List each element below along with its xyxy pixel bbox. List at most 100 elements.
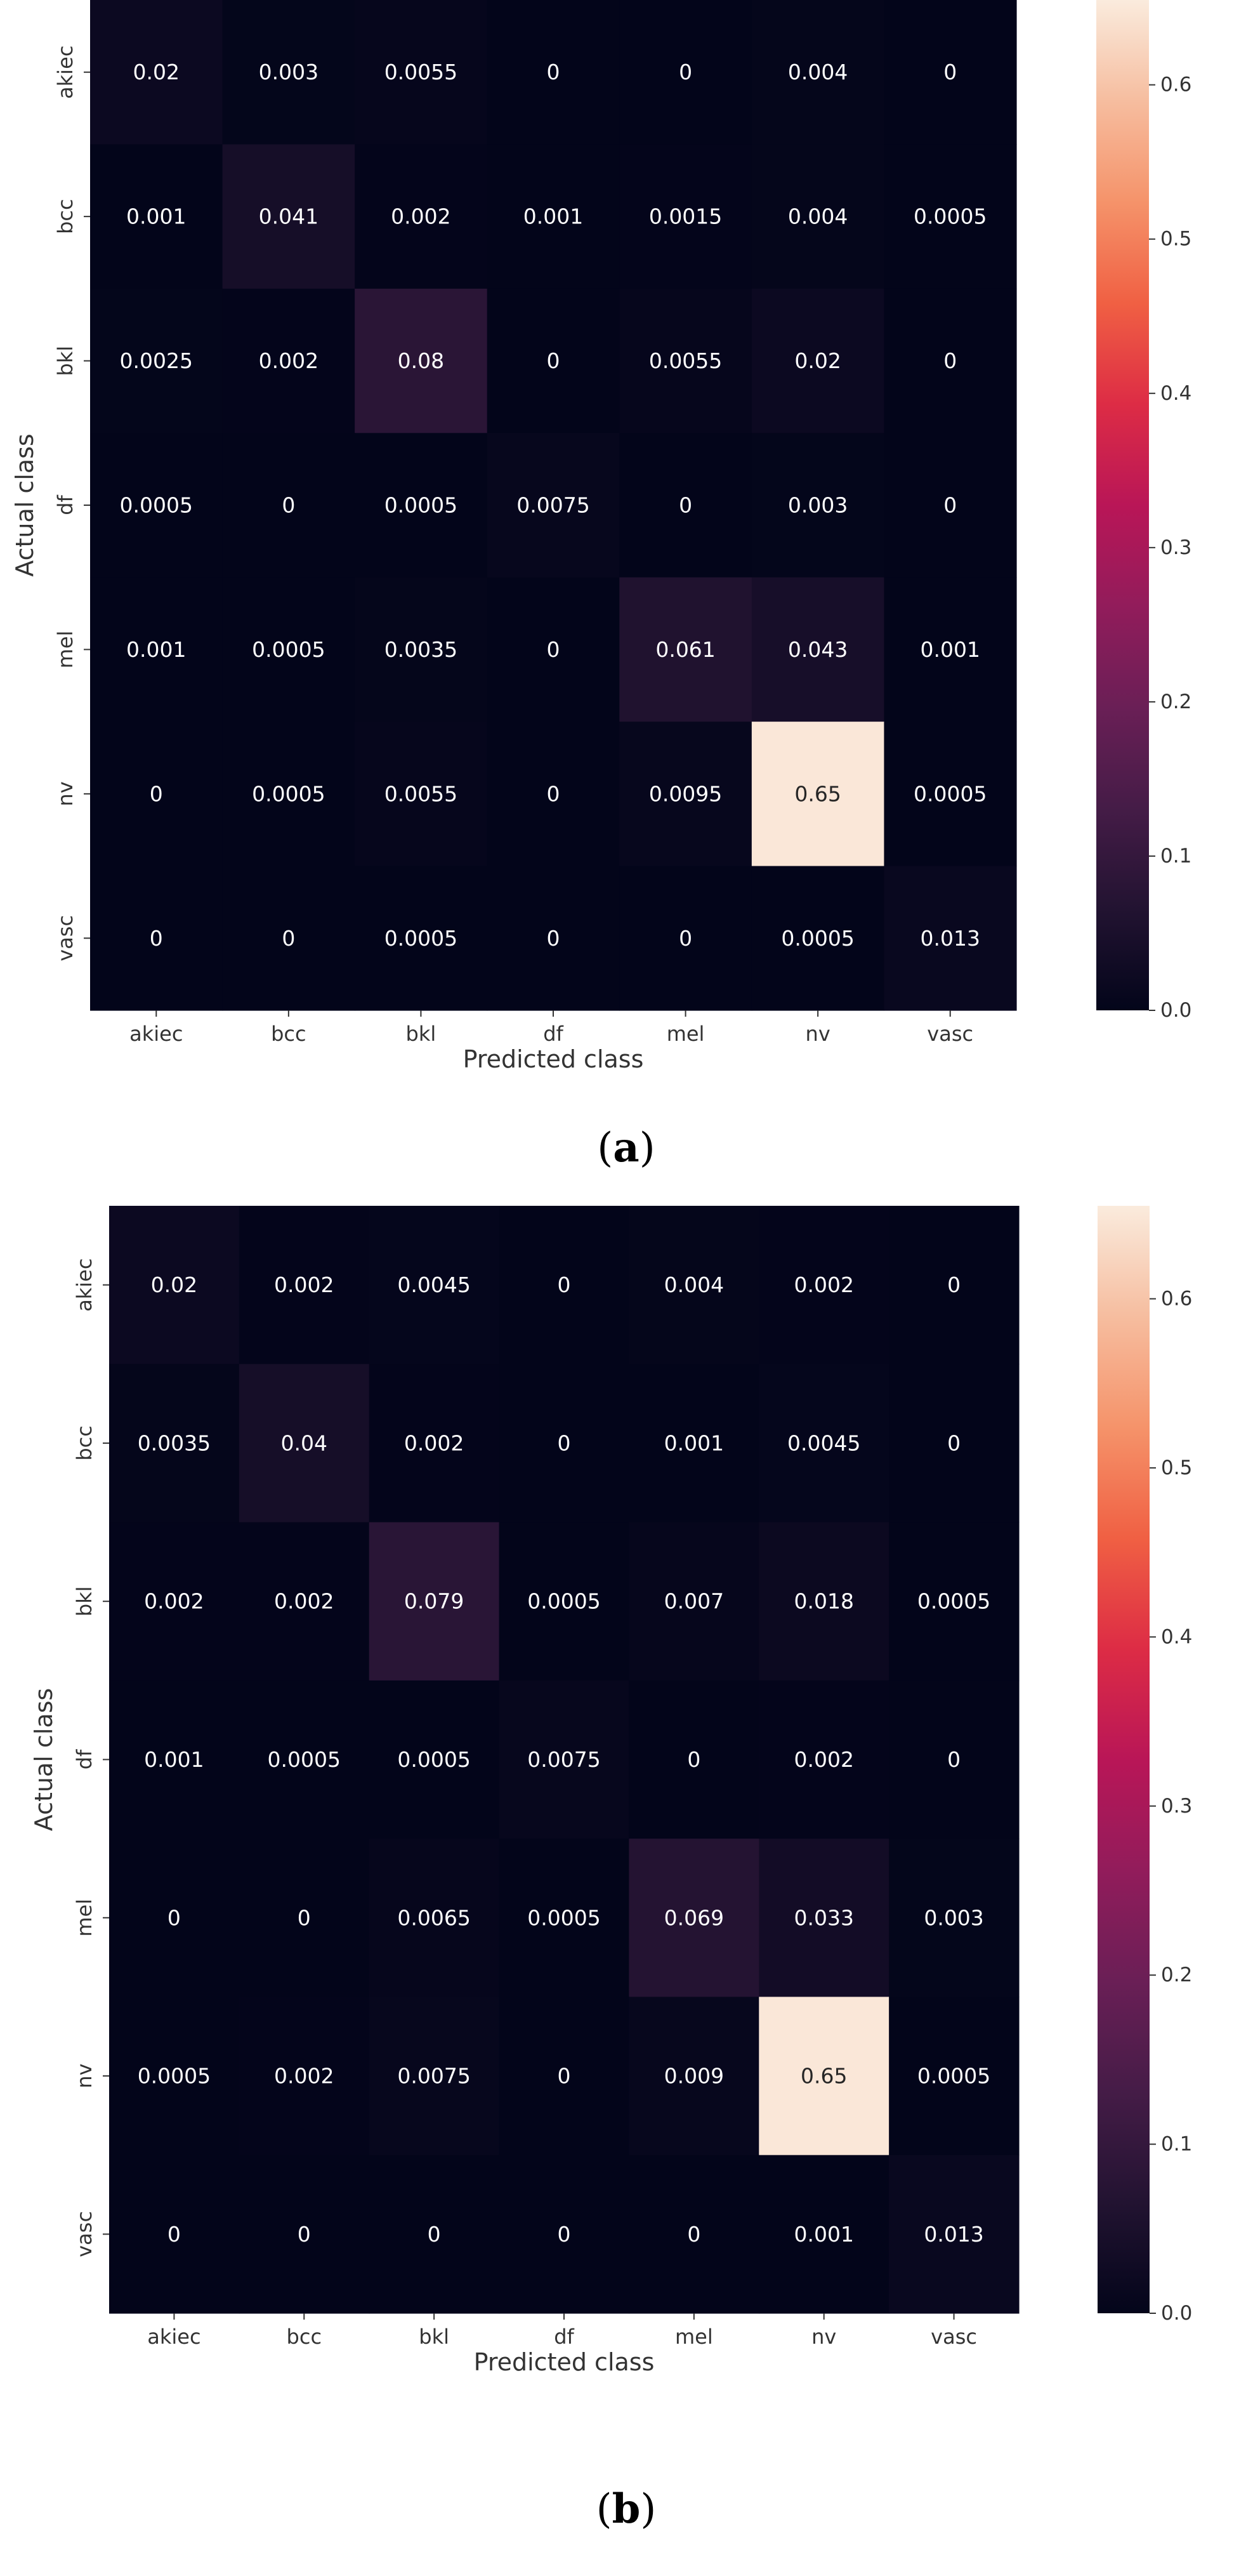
heatmap-cell bbox=[90, 288, 223, 433]
cell-value-label: 0 bbox=[150, 926, 163, 951]
cell-value-label: 0.001 bbox=[794, 2222, 853, 2247]
heatmap-cell bbox=[487, 433, 620, 578]
cell-value-label: 0.0005 bbox=[120, 493, 193, 518]
x-tick-label: vasc bbox=[931, 2325, 977, 2349]
cell-value-label: 0.0025 bbox=[120, 348, 193, 373]
heatmap-cell bbox=[759, 2155, 889, 2314]
heatmap-cell bbox=[884, 433, 1017, 578]
heatmap-cell bbox=[619, 866, 752, 1011]
cell-value-label: 0.001 bbox=[144, 1747, 204, 1772]
heatmap-cell bbox=[629, 1839, 759, 1998]
cell-value-label: 0.0075 bbox=[397, 2064, 470, 2089]
heatmap-cell bbox=[629, 2155, 759, 2314]
y-tick-label: vasc bbox=[72, 2211, 96, 2257]
heatmap-cell bbox=[751, 0, 885, 145]
heatmap-cell bbox=[619, 288, 752, 433]
cell-value-label: 0.002 bbox=[259, 348, 318, 373]
x-tick-label: mel bbox=[675, 2325, 713, 2349]
cell-value-label: 0.0005 bbox=[384, 926, 457, 951]
heatmap-cell bbox=[222, 577, 355, 722]
heatmap-cell bbox=[499, 1206, 630, 1364]
cell-value-label: 0.004 bbox=[788, 60, 848, 84]
y-tick-label: bkl bbox=[53, 346, 77, 376]
x-tick-label: bcc bbox=[287, 2325, 322, 2349]
cell-value-label: 0 bbox=[167, 2222, 181, 2247]
cell-value-label: 0.0045 bbox=[787, 1430, 860, 1455]
heatmap-cell bbox=[751, 722, 885, 867]
cell-value-label: 0.0005 bbox=[252, 781, 325, 806]
cell-value-label: 0 bbox=[679, 926, 692, 951]
cell-value-label: 0.002 bbox=[274, 1589, 334, 1614]
cell-value-label: 0.003 bbox=[788, 493, 848, 518]
heatmap-cell bbox=[222, 433, 355, 578]
cell-value-label: 0 bbox=[558, 1430, 571, 1455]
colorbar bbox=[1096, 0, 1149, 1010]
cell-value-label: 0.009 bbox=[664, 2064, 724, 2089]
heatmap-cell bbox=[239, 1522, 370, 1681]
cell-value-label: 0.0005 bbox=[397, 1747, 470, 1772]
heatmap-cell bbox=[487, 866, 620, 1011]
heatmap-cell bbox=[889, 2155, 1020, 2314]
heatmap-cell bbox=[629, 1997, 759, 2156]
cell-value-label: 0 bbox=[558, 2222, 571, 2247]
cell-value-label: 0.0005 bbox=[138, 2064, 211, 2089]
heatmap-cell bbox=[90, 0, 223, 145]
heatmap-cell bbox=[499, 1997, 630, 2156]
heatmap-cell bbox=[355, 0, 488, 145]
heatmap-cell bbox=[751, 866, 885, 1011]
heatmap-cell bbox=[369, 1839, 500, 1998]
heatmap-cell bbox=[759, 1680, 889, 1839]
cell-value-label: 0.061 bbox=[655, 637, 715, 662]
cell-value-label: 0.02 bbox=[794, 348, 841, 373]
colorbar-tick-label: 0.1 bbox=[1160, 845, 1191, 868]
cell-value-label: 0.013 bbox=[920, 926, 980, 951]
heatmap-cell bbox=[239, 1839, 370, 1998]
cell-value-label: 0.0005 bbox=[252, 637, 325, 662]
heatmap-cell bbox=[369, 1364, 500, 1523]
heatmap-cell bbox=[90, 577, 223, 722]
heatmap-cell bbox=[759, 1839, 889, 1998]
cell-value-label: 0 bbox=[943, 60, 957, 84]
heatmap-cell bbox=[369, 2155, 500, 2314]
heatmap-cell bbox=[239, 1364, 370, 1523]
heatmap-cell bbox=[109, 1839, 240, 1998]
cell-value-label: 0 bbox=[943, 348, 957, 373]
heatmap-cell bbox=[499, 2155, 630, 2314]
cell-value-label: 0 bbox=[298, 2222, 311, 2247]
heatmap-cell bbox=[629, 1522, 759, 1681]
heatmap-cell bbox=[90, 144, 223, 289]
heatmap-cell bbox=[889, 1839, 1020, 1998]
cell-value-label: 0.65 bbox=[794, 781, 841, 806]
y-axis-label: Actual class bbox=[11, 433, 39, 576]
y-axis-label: Actual class bbox=[30, 1688, 58, 1831]
heatmap-cell bbox=[222, 722, 355, 867]
cell-value-label: 0.002 bbox=[274, 2064, 334, 2089]
x-tick-label: akiec bbox=[147, 2325, 200, 2349]
cell-value-label: 0 bbox=[547, 926, 560, 951]
colorbar-tick-label: 0.3 bbox=[1161, 1795, 1192, 1818]
x-tick-label: nv bbox=[811, 2325, 836, 2349]
y-tick-label: bcc bbox=[53, 199, 77, 234]
heatmap-cell bbox=[487, 144, 620, 289]
heatmap-cell bbox=[759, 1997, 889, 2156]
colorbar-tick-label: 0.4 bbox=[1160, 382, 1191, 405]
heatmap-panel-a: 0.02 0.003 0.0055 0 0 0.004 0 0.001 0.041 0.002 0.… bbox=[11, 0, 1191, 1172]
colorbar-tick-label: 0.6 bbox=[1161, 1288, 1192, 1311]
cell-value-label: 0.013 bbox=[924, 2222, 983, 2247]
cell-value-label: 0 bbox=[150, 781, 163, 806]
cell-value-label: 0 bbox=[558, 1272, 571, 1297]
y-tick-label: nv bbox=[53, 781, 77, 806]
cell-value-label: 0 bbox=[947, 1747, 961, 1772]
colorbar-tick-label: 0.5 bbox=[1160, 228, 1191, 251]
x-tick-label: mel bbox=[667, 1022, 705, 1046]
x-tick-label: df bbox=[543, 1022, 563, 1046]
heatmap-cell bbox=[355, 722, 488, 867]
cell-value-label: 0 bbox=[428, 2222, 441, 2247]
caption-letter: b bbox=[612, 2485, 641, 2533]
heatmap-cell bbox=[884, 288, 1017, 433]
heatmap-cell bbox=[239, 1997, 370, 2156]
heatmap-cell bbox=[884, 577, 1017, 722]
y-tick-label: mel bbox=[72, 1899, 96, 1937]
cell-value-label: 0.002 bbox=[274, 1272, 334, 1297]
